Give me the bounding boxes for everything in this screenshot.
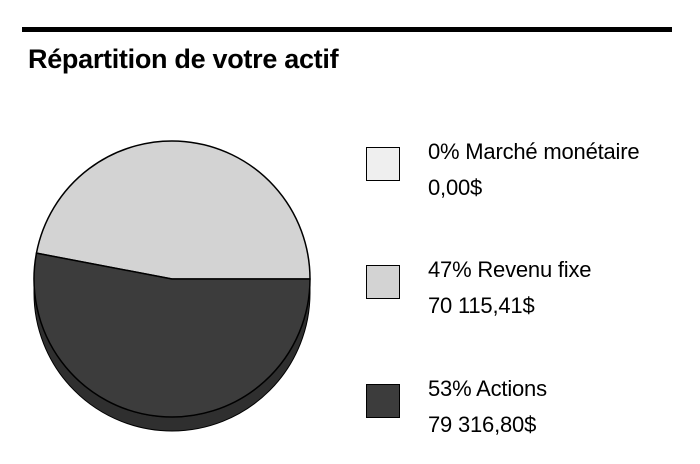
pie-chart — [33, 140, 311, 432]
legend-swatch-fixed-income — [366, 265, 400, 299]
legend-value-fixed-income: 70 115,41$ — [428, 293, 535, 318]
legend-label-money-market: 0% Marché monétaire — [428, 139, 640, 164]
legend-swatch-equities — [366, 384, 400, 418]
legend-value-money-market: 0,00$ — [428, 175, 483, 200]
chart-title: Répartition de votre actif — [28, 44, 339, 74]
legend-swatch-money-market — [366, 147, 400, 181]
legend-value-equities: 79 316,80$ — [428, 412, 537, 437]
top-rule — [22, 27, 672, 32]
pie-slice-equities — [33, 252, 311, 418]
pie-slice-fixed-income — [35, 140, 311, 280]
legend-label-fixed-income: 47% Revenu fixe — [428, 257, 592, 282]
legend-label-equities: 53% Actions — [428, 376, 547, 401]
